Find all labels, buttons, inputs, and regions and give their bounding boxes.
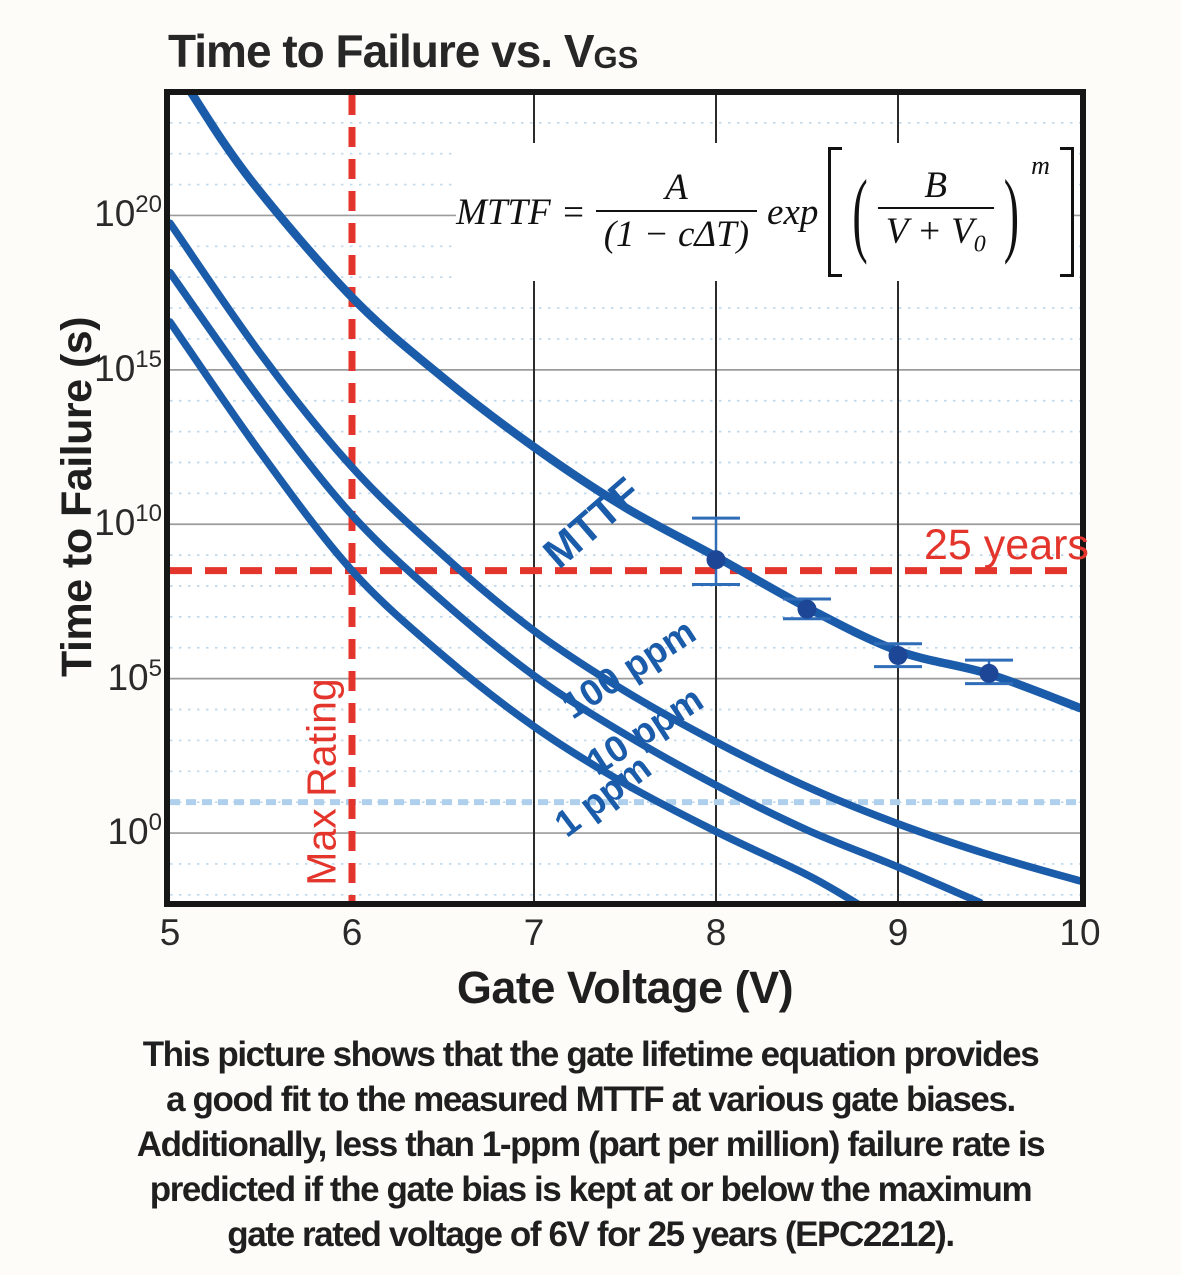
y-tick-label: 105 [107, 654, 162, 698]
x-tick-label: 5 [159, 912, 181, 953]
equation-exp: exp [767, 191, 819, 233]
chart-title: Time to Failure vs. VGS [168, 24, 638, 78]
x-tick-label: 7 [523, 912, 545, 953]
x-tick-label: 8 [705, 912, 727, 953]
caption-line: gate rated voltage of 6V for 25 years (E… [227, 1215, 955, 1254]
x-tick-label: 10 [1059, 912, 1101, 953]
y-tick-label: 1020 [94, 191, 162, 235]
equation-equals: = [560, 191, 586, 233]
equation-power: m [1031, 151, 1050, 180]
x-axis-title: Gate Voltage (V) [456, 962, 794, 1013]
chart-title-text: Time to Failure vs. V [168, 25, 595, 77]
caption-line: Additionally, less than 1-ppm (part per … [136, 1125, 1046, 1164]
data-point [797, 599, 817, 619]
figure-caption: This picture shows that the gate lifetim… [0, 1032, 1181, 1257]
reference-label-max-rating: Max Rating [298, 678, 345, 886]
curve-1-ppm [170, 318, 861, 901]
equation-left-paren: ( [852, 159, 868, 265]
equation-fraction-2: B V + V0 [877, 165, 994, 260]
x-tick-label: 6 [341, 912, 363, 953]
x-tick-label: 9 [887, 912, 909, 953]
y-tick-label: 1010 [94, 500, 162, 544]
equation-lhs: MTTF [456, 191, 551, 233]
caption-line: predicted if the gate bias is kept at or… [149, 1170, 1033, 1209]
equation-right-bracket [1059, 147, 1074, 277]
data-point [979, 663, 999, 683]
y-tick-label: 1015 [94, 345, 162, 389]
caption-line: a good fit to the measured MTTF at vario… [166, 1080, 1016, 1119]
data-point [706, 550, 726, 570]
mttf-equation: MTTF = A (1 − cΔT) exp ( B V + V0 ) m [456, 143, 1074, 281]
caption-line: This picture shows that the gate lifetim… [142, 1035, 1040, 1074]
equation-right-paren: ) [1003, 159, 1020, 265]
reference-label-25-years: 25 years [924, 521, 1089, 569]
chart-title-subscript: GS [593, 40, 639, 75]
y-tick-label: 100 [107, 809, 162, 853]
curve-10-ppm [170, 268, 984, 901]
data-point [888, 645, 908, 665]
equation-fraction-1: A (1 − cΔT) [595, 167, 758, 256]
curve-100-ppm [170, 219, 1080, 885]
equation-left-bracket [828, 147, 843, 277]
